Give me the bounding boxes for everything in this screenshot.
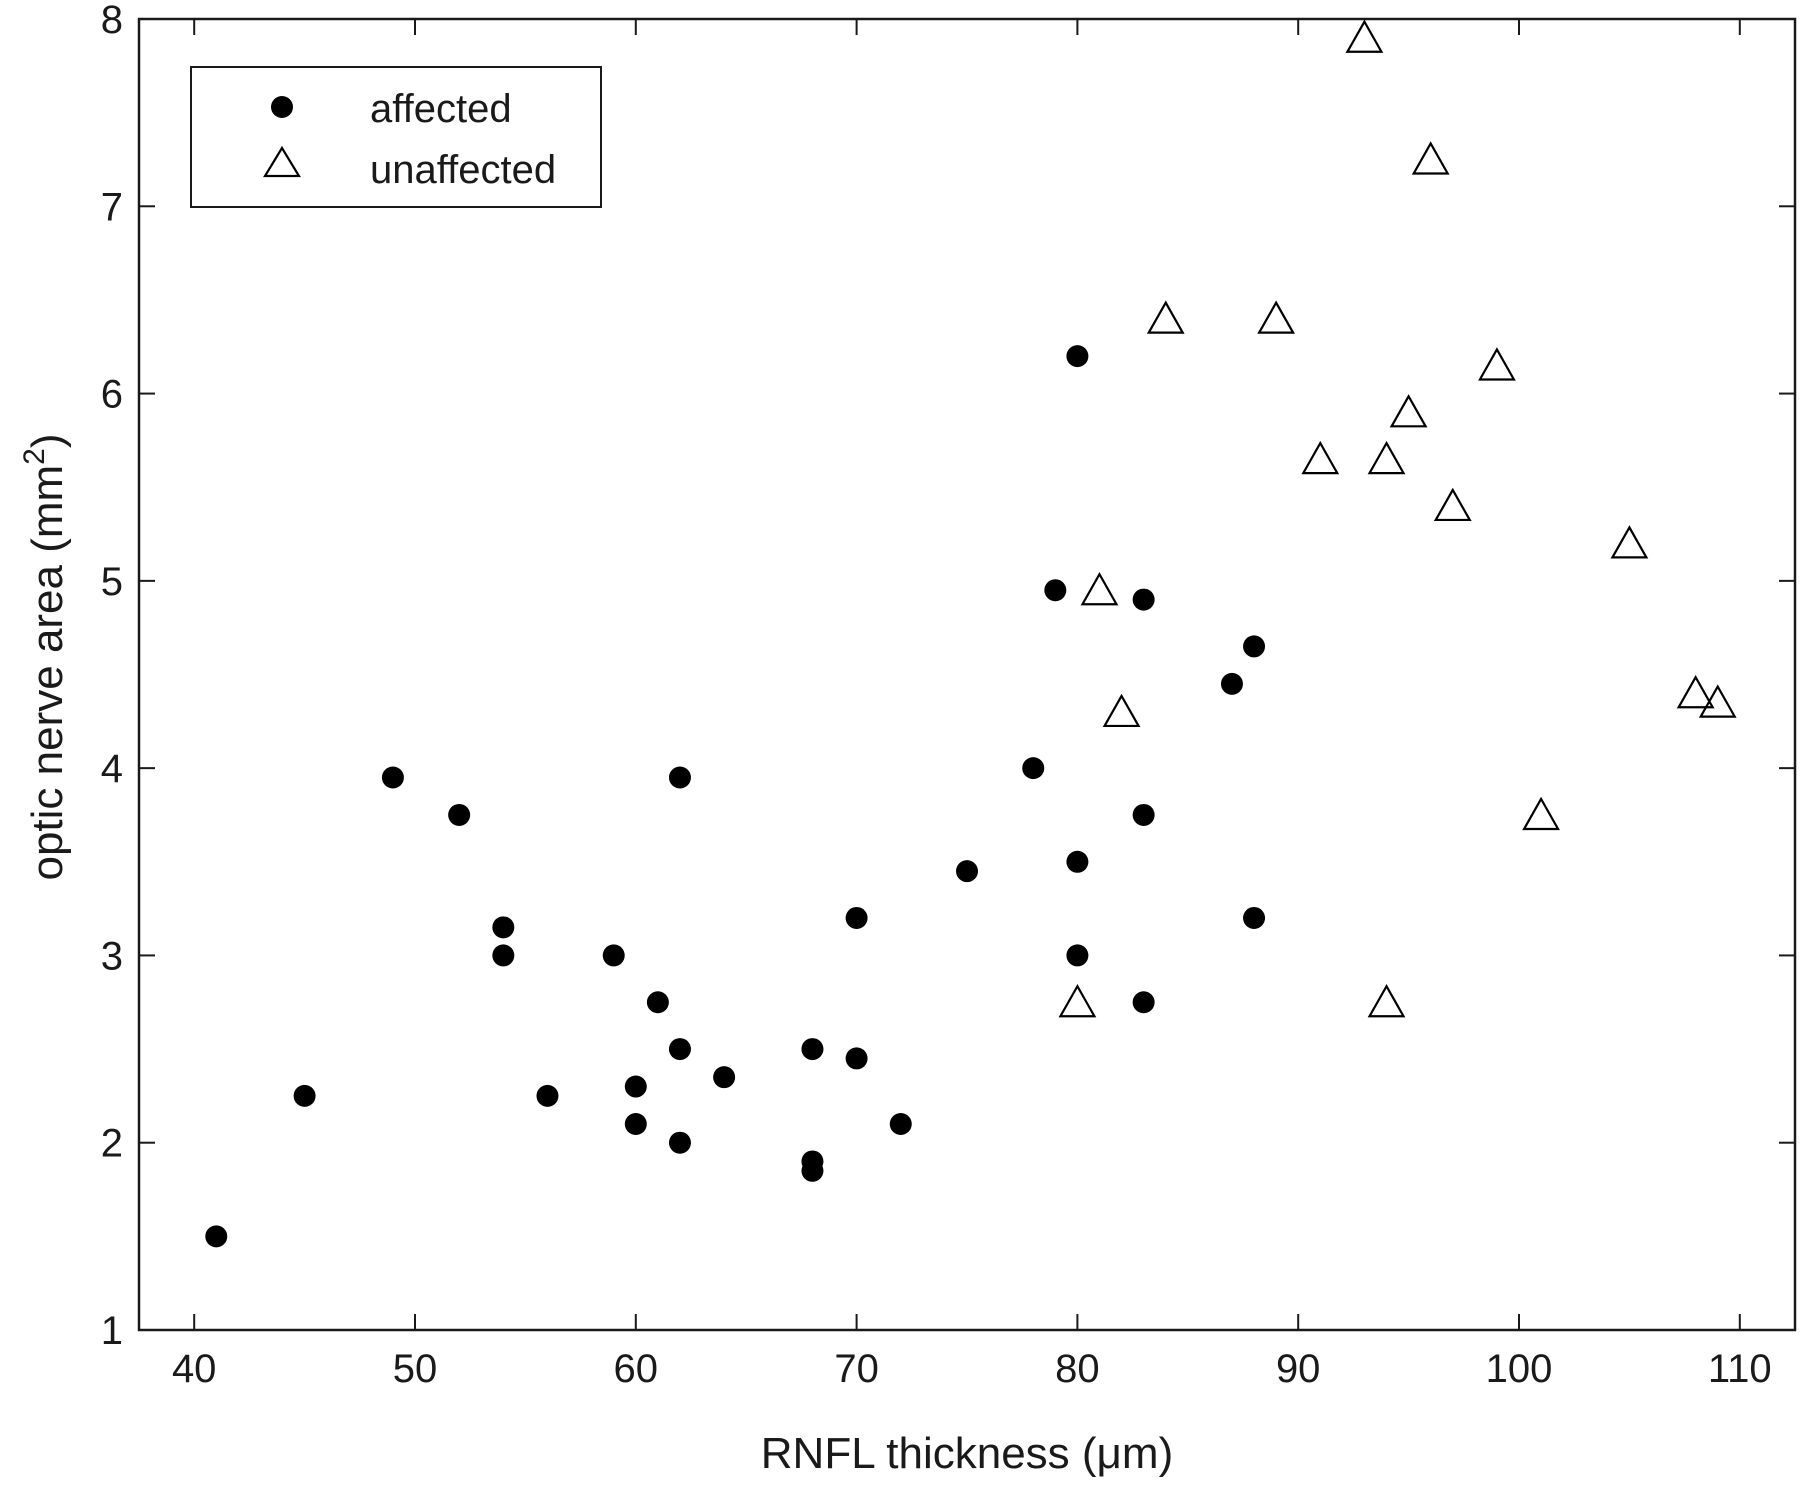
point-affected <box>293 1084 316 1107</box>
y-tick-label: 6 <box>101 373 123 417</box>
point-affected <box>1132 991 1155 1014</box>
point-affected <box>492 916 515 939</box>
legend-marker-affected <box>271 96 293 118</box>
x-tick-label: 90 <box>1276 1347 1321 1391</box>
point-unaffected <box>1345 19 1384 53</box>
point-affected <box>1243 906 1266 929</box>
point-unaffected <box>1102 693 1141 728</box>
point-unaffected <box>1676 674 1715 709</box>
point-affected <box>1022 757 1045 780</box>
point-affected <box>668 1131 691 1154</box>
point-affected <box>1044 579 1067 602</box>
legend-label-affected: affected <box>370 87 512 131</box>
point-affected <box>1243 635 1266 658</box>
x-tick-label: 110 <box>1708 1347 1772 1391</box>
legend-box <box>190 66 602 208</box>
y-axis-label-close: ) <box>23 433 72 448</box>
point-affected <box>624 1112 647 1135</box>
y-tick-label: 8 <box>101 0 123 42</box>
x-tick-label: 80 <box>1055 1347 1100 1391</box>
point-affected <box>492 944 515 967</box>
point-affected <box>956 860 978 883</box>
point-affected <box>602 944 625 967</box>
point-unaffected <box>1058 984 1097 1018</box>
y-tick-label: 5 <box>101 560 123 604</box>
point-affected <box>624 1075 647 1098</box>
y-axis-label-main: optic nerve area (mm <box>23 465 72 881</box>
y-tick-label: 3 <box>101 934 123 978</box>
axis-ticks <box>139 18 1795 1331</box>
point-unaffected <box>1389 394 1428 428</box>
point-affected <box>448 803 471 826</box>
point-unaffected <box>1433 487 1472 522</box>
x-tick-label: 60 <box>614 1347 659 1391</box>
y-axis-label-superscript: 2 <box>18 448 51 465</box>
legend: affected unaffected <box>190 66 602 208</box>
x-tick-label: 40 <box>172 1347 217 1391</box>
point-affected <box>381 766 404 789</box>
point-affected <box>646 991 669 1014</box>
point-unaffected <box>1367 440 1406 475</box>
point-unaffected <box>1301 440 1340 475</box>
point-affected <box>845 906 868 929</box>
data-points <box>205 19 1737 1248</box>
point-affected <box>1220 672 1243 695</box>
point-affected <box>1066 944 1089 967</box>
point-affected <box>889 1112 912 1135</box>
point-affected <box>668 766 691 789</box>
point-affected <box>536 1084 559 1107</box>
point-affected <box>205 1225 228 1248</box>
y-tick-label: 1 <box>101 1309 123 1353</box>
y-tick-label: 7 <box>101 185 123 229</box>
legend-label-unaffected: unaffected <box>370 148 556 192</box>
y-axis-label: optic nerve area (mm2) <box>18 433 72 880</box>
plot-area <box>137 17 1797 1332</box>
x-tick-label: 70 <box>834 1347 879 1391</box>
point-unaffected <box>1698 684 1737 718</box>
point-unaffected <box>1478 347 1516 381</box>
point-affected <box>1066 850 1089 873</box>
y-tick-label: 4 <box>101 747 123 791</box>
point-affected <box>1066 345 1089 368</box>
point-unaffected <box>1411 141 1450 175</box>
point-unaffected <box>1522 796 1560 831</box>
x-tick-label: 100 <box>1486 1347 1553 1391</box>
axis-tick-labels: 40 50 60 70 80 90 100 110 1 2 3 4 5 6 7 8 <box>101 0 1772 1391</box>
point-affected <box>668 1038 691 1061</box>
legend-marker-unaffected <box>263 145 301 178</box>
point-affected <box>713 1066 736 1089</box>
point-unaffected <box>1367 984 1406 1018</box>
y-tick-label: 2 <box>101 1122 123 1166</box>
point-unaffected <box>1610 525 1649 559</box>
point-unaffected <box>1146 300 1185 334</box>
point-unaffected <box>1257 300 1296 334</box>
point-unaffected <box>1080 571 1119 606</box>
point-affected <box>801 1038 824 1061</box>
x-axis-label: RNFL thickness (μm) <box>761 1429 1173 1478</box>
point-affected <box>1132 803 1155 826</box>
x-tick-label: 50 <box>393 1347 438 1391</box>
point-affected <box>1132 588 1155 611</box>
point-affected <box>845 1047 868 1070</box>
point-affected <box>801 1159 824 1182</box>
